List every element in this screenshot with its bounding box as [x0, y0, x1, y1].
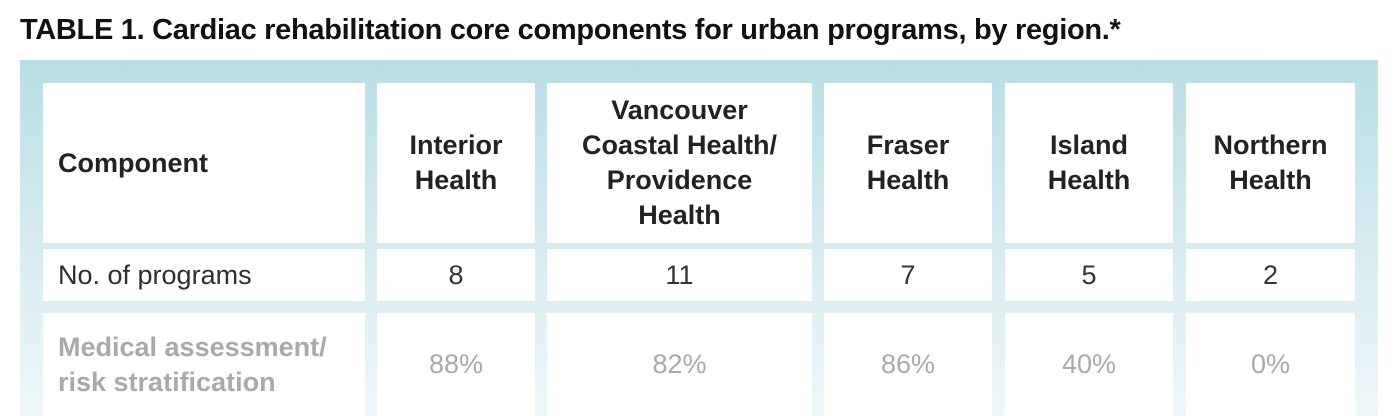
row-label-medical-assessment: Medical assessment/ risk stratification [43, 313, 365, 416]
table-panel: Component Interior Health Vancouver Coas… [20, 60, 1378, 416]
header-island-health-label: Island Health [1047, 130, 1131, 195]
table-title: Cardiac rehabilitation core components f… [152, 14, 1121, 46]
header-interior-health: Interior Health [377, 83, 535, 243]
header-vancouver-coastal-health: Vancouver Coastal Health/ Providence Hea… [547, 83, 812, 243]
table-cell: 86% [824, 313, 992, 416]
header-northern-health: Northern Health [1186, 83, 1355, 243]
header-vancouver-coastal-health-label: Vancouver Coastal Health/ Providence Hea… [581, 95, 778, 230]
table-cell: 7 [824, 249, 992, 301]
table-number: TABLE 1. [20, 14, 145, 46]
table-cell: 8 [377, 249, 535, 301]
table-cell: 40% [1005, 313, 1173, 416]
row-label-programs: No. of programs [43, 249, 365, 301]
table-caption: TABLE 1. Cardiac rehabilitation core com… [20, 14, 1121, 47]
table-cell: 2 [1186, 249, 1355, 301]
header-component: Component [43, 83, 365, 243]
table-cell: 11 [547, 249, 812, 301]
row-label-medical-assessment-text: Medical assessment/ risk stratification [58, 331, 327, 397]
table-cell: 82% [547, 313, 812, 416]
header-fraser-health: Fraser Health [824, 83, 992, 243]
header-fraser-health-label: Fraser Health [866, 130, 950, 195]
table-cell: 5 [1005, 249, 1173, 301]
header-northern-health-label: Northern Health [1213, 130, 1328, 195]
header-interior-health-label: Interior Health [409, 130, 503, 195]
header-island-health: Island Health [1005, 83, 1173, 243]
table-cell: 88% [377, 313, 535, 416]
table-cell: 0% [1186, 313, 1355, 416]
